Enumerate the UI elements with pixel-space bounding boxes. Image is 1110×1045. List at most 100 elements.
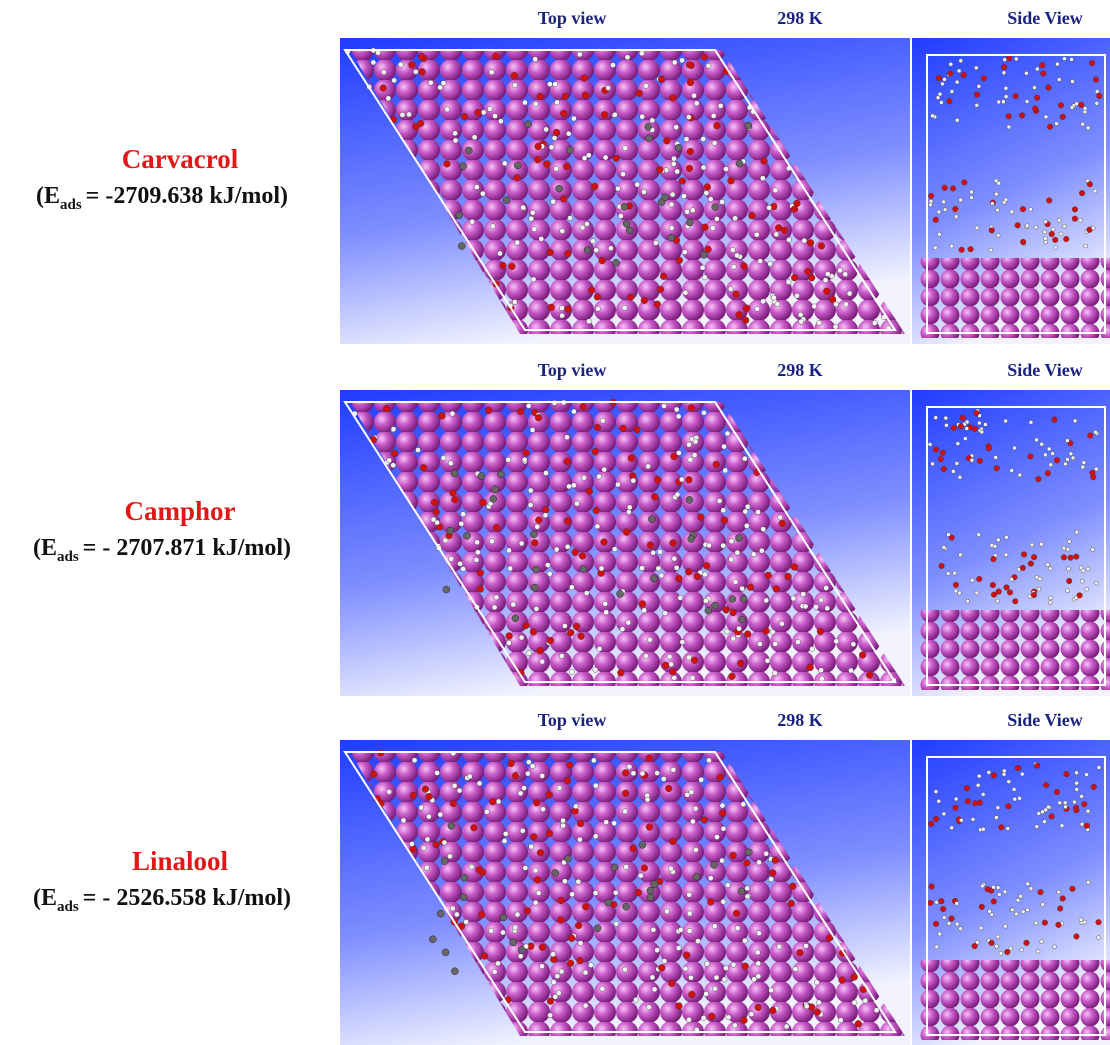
inhibitor-atom	[650, 575, 657, 582]
adsorbate-atom	[426, 814, 431, 819]
adsorbate-atom	[804, 268, 811, 275]
water-atom	[931, 462, 935, 466]
water-atom	[946, 572, 950, 576]
water-atom	[1048, 601, 1052, 605]
water-atom	[975, 940, 979, 944]
adsorbate-atom	[672, 675, 677, 680]
water-atom	[936, 75, 942, 81]
water-atom	[1079, 918, 1083, 922]
adsorbate-atom	[803, 943, 808, 948]
water-atom	[1070, 57, 1074, 61]
water-atom	[970, 578, 974, 582]
adsorbate-atom	[657, 286, 664, 293]
water-atom	[1019, 113, 1025, 119]
inhibitor-atom	[639, 841, 646, 848]
inhibitor-atom	[525, 121, 532, 128]
inhibitor-atom	[442, 949, 449, 956]
water-atom	[957, 591, 961, 595]
adsorbate-atom	[708, 1013, 715, 1020]
water-atom	[1019, 894, 1023, 898]
adsorbate-atom	[531, 277, 536, 282]
adsorbate-atom	[582, 92, 589, 99]
adsorbate-atom	[640, 114, 645, 119]
adsorbate-atom	[626, 509, 631, 514]
adsorbate-atom	[627, 764, 632, 769]
water-atom	[1049, 463, 1053, 467]
water-atom	[1082, 801, 1088, 807]
adsorbate-atom	[812, 304, 817, 309]
adsorbate-atom	[652, 493, 659, 500]
adsorbate-atom	[685, 209, 690, 214]
inhibitor-atom	[738, 616, 745, 623]
adsorbate-atom	[833, 324, 838, 329]
adsorbate-atom	[560, 110, 567, 117]
water-atom	[950, 826, 954, 830]
adsorbate-atom	[683, 952, 690, 959]
adsorbate-atom	[650, 118, 655, 123]
adsorbate-atom	[723, 468, 728, 473]
adsorbate-atom	[502, 838, 507, 843]
adsorbate-atom	[381, 70, 386, 75]
adsorbate-atom	[791, 564, 798, 571]
adsorbate-atom	[608, 246, 613, 251]
adsorbate-atom	[591, 183, 598, 190]
adsorbate-atom	[687, 928, 692, 933]
water-atom	[974, 66, 978, 70]
adsorbate-atom	[586, 319, 591, 324]
water-atom	[933, 816, 939, 822]
water-atom	[958, 475, 962, 479]
water-atom	[1055, 62, 1059, 66]
adsorbate-atom	[617, 669, 624, 676]
water-atom	[960, 415, 966, 421]
water-atom	[1079, 190, 1085, 196]
inhibitor-atom	[437, 910, 444, 917]
water-atom	[953, 805, 959, 811]
adsorbate-atom	[529, 844, 534, 849]
adsorption-energy: (Eads= - 2707.871 kJ/mol)	[33, 535, 291, 565]
water-atom	[1004, 95, 1008, 99]
water-atom	[1040, 62, 1046, 68]
adsorbate-atom	[756, 974, 761, 979]
adsorbate-atom	[741, 802, 746, 807]
inhibitor-atom	[613, 259, 620, 266]
water-atom	[1042, 820, 1046, 824]
adsorbate-atom	[509, 263, 516, 270]
adsorbate-atom	[635, 889, 642, 896]
adsorbate-atom	[684, 137, 689, 142]
inhibitor-atom	[584, 247, 591, 254]
water-atom	[1029, 887, 1033, 891]
water-atom	[999, 824, 1005, 830]
adsorbate-atom	[700, 265, 705, 270]
water-atom	[1091, 226, 1095, 230]
inhibitor-atom	[688, 535, 695, 542]
adsorbate-atom	[564, 435, 569, 440]
adsorbate-atom	[566, 762, 573, 769]
water-atom	[1015, 222, 1021, 228]
adsorbate-atom	[795, 639, 800, 644]
water-atom	[990, 582, 996, 588]
adsorbate-atom	[674, 125, 679, 130]
water-atom	[956, 442, 960, 446]
adsorbate-atom	[734, 253, 739, 258]
inhibitor-atom	[460, 894, 467, 901]
adsorbate-atom	[567, 215, 572, 220]
water-atom	[1072, 216, 1078, 222]
adsorbate-atom	[717, 774, 724, 781]
water-atom	[955, 118, 959, 122]
adsorbate-atom	[410, 792, 417, 799]
water-atom	[977, 774, 981, 778]
water-atom	[1003, 58, 1007, 62]
water-atom	[1086, 880, 1090, 884]
adsorbate-atom	[622, 790, 629, 797]
adsorbate-atom	[731, 636, 736, 641]
adsorbate-atom	[759, 548, 764, 553]
water-atom	[1004, 86, 1008, 90]
inhibitor-atom	[705, 607, 712, 614]
water-atom	[954, 215, 958, 219]
metal-slab	[920, 258, 1110, 338]
adsorbate-atom	[751, 552, 756, 557]
water-atom	[937, 210, 941, 214]
inhibitor-atom	[461, 874, 468, 881]
adsorbate-atom	[761, 158, 768, 165]
adsorbate-atom	[577, 52, 582, 57]
